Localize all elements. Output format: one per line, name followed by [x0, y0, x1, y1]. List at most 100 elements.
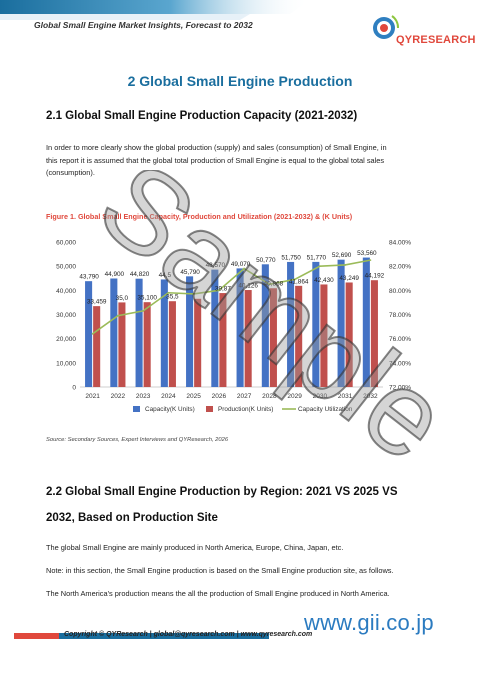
utilization-point: [142, 309, 145, 312]
capacity-bar: [85, 281, 93, 387]
y-tick-label: 10,000: [56, 360, 76, 367]
production-bar: [295, 285, 303, 387]
figure-source: Source: Secondary Sources, Expert Interv…: [46, 437, 229, 443]
y2-tick-label: 84.00%: [389, 240, 411, 247]
production-bar: [269, 288, 277, 387]
gii-site-link[interactable]: www.gii.co.jp: [304, 610, 434, 635]
capacity-data-label: 51,750: [281, 254, 301, 261]
utilization-point: [91, 332, 94, 335]
x-tick-label: 2028: [262, 393, 277, 400]
y2-tick-label: 72.00%: [389, 385, 411, 392]
capacity-data-label: 45,790: [180, 269, 200, 276]
y-tick-label: 20,000: [56, 336, 76, 343]
logo-wordmark: QYRESEARCH: [396, 34, 476, 46]
footer-copyright: Copyright © QYResearch | global@qyresear…: [64, 631, 313, 638]
x-tick-label: 2027: [237, 393, 252, 400]
capacity-production-chart: 0 10,000 20,000 30,000 40,000 50,000 60,000 72…: [56, 240, 411, 414]
utilization-point: [369, 259, 372, 262]
production-bar: [219, 293, 227, 387]
x-tick-label: 2023: [136, 393, 151, 400]
capacity-bar: [186, 276, 194, 387]
subsection-2-1-paragraph: In order to more clearly show the global…: [46, 142, 446, 180]
capacity-data-label: 50,770: [256, 257, 276, 264]
paragraph-line: this report it is assumed that the globa…: [46, 155, 385, 165]
capacity-data-label: 48,570: [206, 262, 226, 269]
section-title: 2 Global Small Engine Production: [127, 73, 353, 89]
production-bar: [194, 298, 202, 387]
capacity-bar: [261, 264, 269, 387]
subsection-2-2-paragraph-3: The North America's production means the…: [46, 589, 390, 598]
y2-tick-label: 74.00%: [389, 360, 411, 367]
y2-tick-label: 80.00%: [389, 288, 411, 295]
subsection-2-2-paragraph-1: The global Small Engine are mainly produ…: [46, 543, 344, 552]
production-bar: [118, 302, 126, 387]
data-labels-group: 43,790 44,900 44,820 44,5 45,790 48,570 49,070…: [79, 250, 384, 306]
y-tick-label: 60,000: [56, 240, 76, 247]
production-bar: [370, 280, 378, 387]
y-axis-right: 72.00% 74.00% 76.00% 78.00% 80.00% 82.00% 84.0…: [389, 240, 411, 392]
legend-capacity-swatch: [133, 406, 140, 412]
utilization-point: [243, 267, 246, 270]
capacity-data-label: 43,790: [79, 274, 99, 281]
production-data-label: 35,5: [166, 294, 179, 301]
production-data-label: 40,868: [264, 281, 284, 288]
x-tick-label: 2031: [338, 393, 353, 400]
y2-tick-label: 76.00%: [389, 336, 411, 343]
capacity-data-label: 53,560: [357, 250, 377, 257]
production-bar: [320, 284, 328, 387]
capacity-data-label: 44,5: [159, 272, 172, 279]
capacity-data-label: 44,820: [130, 271, 150, 278]
qyresearch-logo-icon: [373, 15, 399, 39]
utilization-point: [192, 293, 195, 295]
capacity-bar: [211, 269, 219, 387]
utilization-point: [293, 278, 296, 281]
production-data-label: 33,459: [87, 299, 107, 306]
production-data-label: 35,0: [116, 295, 129, 302]
utilization-line-group: [91, 259, 372, 335]
y2-tick-label: 82.00%: [389, 264, 411, 271]
production-data-label: 42,430: [314, 277, 334, 284]
capacity-bar: [236, 268, 244, 387]
subsection-2-2-paragraph-2: Note: in this section, the Small Engine …: [46, 566, 394, 575]
subsection-2-2-heading-line2: 2032, Based on Production Site: [46, 512, 218, 524]
capacity-data-label: 49,070: [231, 261, 251, 268]
production-data-label: 43,249: [339, 275, 359, 282]
utilization-point: [167, 291, 170, 294]
x-tick-label: 2022: [111, 393, 126, 400]
production-bar: [168, 301, 176, 387]
y-tick-label: 40,000: [56, 288, 76, 295]
y-tick-label: 0: [72, 385, 76, 392]
x-tick-label: 2025: [186, 393, 201, 400]
production-bar: [244, 290, 252, 387]
production-data-label: 41,864: [289, 278, 309, 285]
x-tick-label: 2029: [287, 393, 302, 400]
x-axis: 2021 2022 2023 2024 2025 2026 2027 2028 2029 2030…: [85, 393, 378, 400]
x-tick-label: 2021: [85, 393, 100, 400]
capacity-data-label: 44,900: [105, 271, 125, 278]
capacity-bar: [287, 261, 295, 387]
capacity-data-label: 51,770: [307, 254, 327, 261]
utilization-point: [344, 264, 347, 266]
legend-production-label: Production(K Units): [218, 406, 273, 413]
header-gradient-bar: [0, 0, 310, 20]
x-tick-label: 2032: [363, 393, 378, 400]
capacity-bar: [337, 259, 345, 387]
y-axis-left: 0 10,000 20,000 30,000 40,000 50,000 60,000: [56, 240, 383, 392]
production-data-label: 39,87: [215, 286, 231, 293]
production-bar: [345, 282, 353, 387]
report-header-title: Global Small Engine Market Insights, For…: [34, 20, 253, 30]
subsection-2-1-heading: 2.1 Global Small Engine Production Capac…: [46, 110, 358, 122]
figure-caption: Figure 1. Global Small Engine Capacity, …: [46, 212, 353, 221]
x-tick-label: 2030: [313, 393, 328, 400]
production-data-label: 40,126: [238, 283, 258, 290]
legend-production-swatch: [206, 406, 213, 412]
production-bar: [93, 306, 101, 387]
capacity-bar: [312, 261, 320, 387]
production-data-label: 35,100: [137, 295, 157, 302]
bars-group: [85, 257, 378, 387]
utilization-point: [268, 283, 271, 286]
paragraph-line: (consumption).: [46, 168, 95, 178]
paragraph-line: In order to more clearly show the global…: [46, 143, 387, 152]
utilization-point: [116, 314, 119, 317]
